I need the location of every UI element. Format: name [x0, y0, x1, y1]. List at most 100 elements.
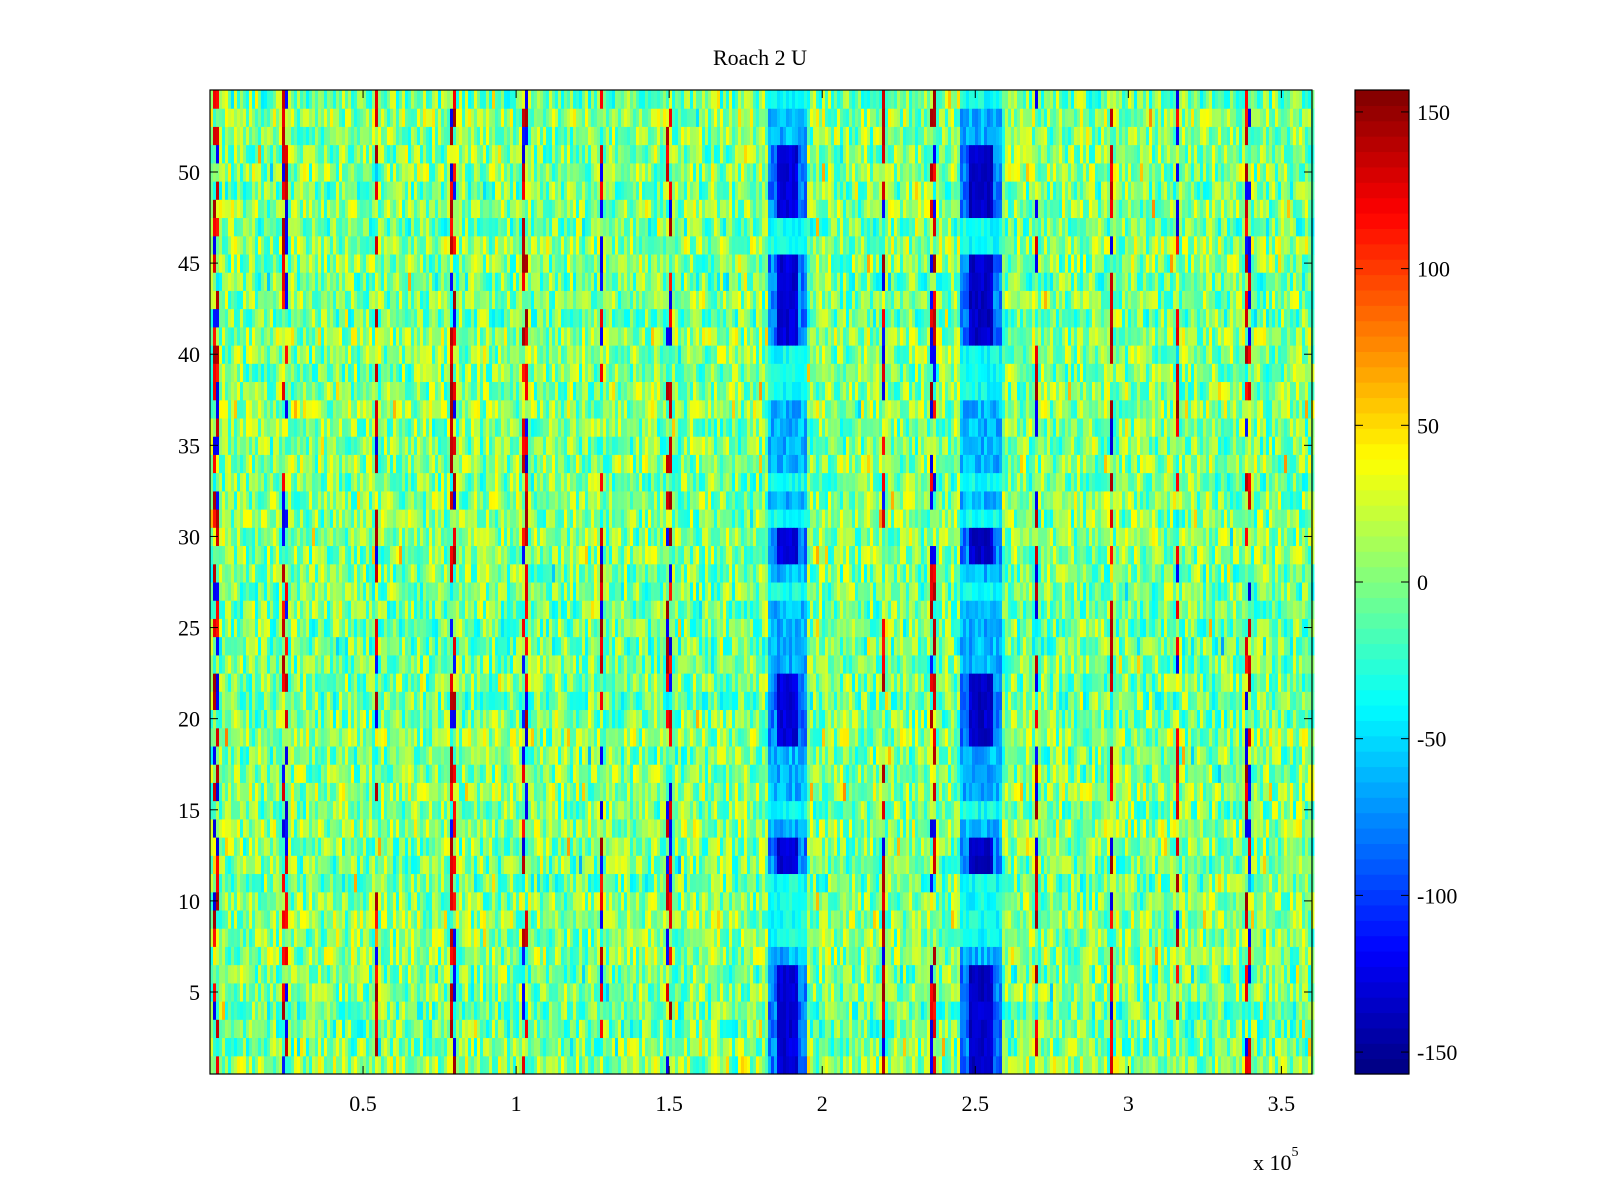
heatmap-cell	[696, 946, 700, 966]
heatmap-cell	[765, 946, 769, 966]
heatmap-cell	[684, 910, 688, 929]
heatmap-cell	[837, 891, 841, 911]
heatmap-cell	[1305, 837, 1309, 856]
heatmap-cell	[1254, 1019, 1258, 1039]
heatmap-cell	[375, 873, 379, 893]
heatmap-cell	[1245, 1055, 1249, 1075]
heatmap-cell	[1182, 1037, 1186, 1057]
heatmap-cell	[819, 855, 823, 875]
heatmap-cell	[360, 928, 364, 947]
heatmap-cell	[708, 910, 712, 929]
heatmap-cell	[810, 873, 814, 893]
heatmap-cell	[1296, 982, 1300, 1002]
heatmap-cell	[1257, 928, 1261, 947]
heatmap-cell	[504, 873, 508, 893]
heatmap-cell	[240, 982, 244, 1002]
heatmap-cell	[399, 1001, 403, 1020]
heatmap-cell	[633, 928, 637, 947]
heatmap-cell	[954, 964, 958, 984]
heatmap-cell	[435, 855, 439, 875]
heatmap-cell	[1050, 873, 1054, 893]
heatmap-cell	[963, 1037, 967, 1057]
heatmap-cell	[543, 982, 547, 1002]
heatmap-cell	[882, 1055, 886, 1075]
heatmap-cell	[990, 964, 994, 984]
heatmap-cell	[291, 1019, 295, 1039]
heatmap-cell	[969, 1001, 973, 1020]
heatmap-cell	[711, 928, 715, 947]
heatmap-cell	[1260, 910, 1264, 929]
heatmap-cell	[489, 1019, 493, 1039]
heatmap-cell	[1008, 1019, 1012, 1039]
heatmap-cell	[576, 837, 580, 856]
heatmap-cell	[384, 982, 388, 1002]
heatmap-cell	[762, 873, 766, 893]
heatmap-cell	[222, 982, 226, 1002]
heatmap-cell	[741, 928, 745, 947]
heatmap-cell	[585, 1055, 589, 1075]
heatmap-cell	[210, 818, 214, 838]
heatmap-cell	[1308, 964, 1312, 984]
heatmap-cell	[294, 855, 298, 875]
heatmap-cell	[960, 837, 964, 856]
heatmap-cell	[1041, 910, 1045, 929]
heatmap-cell	[420, 982, 424, 1002]
heatmap-cell	[774, 1055, 778, 1075]
heatmap-cell	[1056, 1019, 1060, 1039]
heatmap-cell	[402, 891, 406, 911]
heatmap-cell	[1149, 837, 1153, 856]
heatmap-cell	[726, 910, 730, 929]
heatmap-cell	[1011, 982, 1015, 1002]
heatmap-cell	[1182, 928, 1186, 947]
heatmap-cell	[936, 1019, 940, 1039]
heatmap-cell	[213, 873, 217, 893]
heatmap-cell	[690, 1055, 694, 1075]
heatmap-cell	[354, 818, 358, 838]
heatmap-cell	[1113, 928, 1117, 947]
heatmap-cell	[594, 1019, 598, 1039]
heatmap-cell	[540, 1055, 544, 1075]
heatmap-cell	[855, 891, 859, 911]
heatmap-cell	[1176, 946, 1180, 966]
heatmap-cell	[1122, 873, 1126, 893]
heatmap-cell	[921, 1001, 925, 1020]
heatmap-cell	[717, 1019, 721, 1039]
heatmap-cell	[759, 837, 763, 856]
heatmap-cell	[258, 910, 262, 929]
heatmap-cell	[627, 891, 631, 911]
heatmap-cell	[909, 855, 913, 875]
heatmap-cell	[999, 891, 1003, 911]
heatmap-cell	[300, 1001, 304, 1020]
heatmap-cell	[933, 910, 937, 929]
heatmap-cell	[1071, 855, 1075, 875]
heatmap-cell	[999, 837, 1003, 856]
heatmap-cell	[756, 910, 760, 929]
heatmap-cell	[723, 910, 727, 929]
heatmap-cell	[648, 910, 652, 929]
heatmap-cell	[540, 1019, 544, 1039]
heatmap-cell	[957, 1055, 961, 1075]
heatmap-cell	[300, 982, 304, 1002]
heatmap-cell	[642, 928, 646, 947]
heatmap-cell	[924, 873, 928, 893]
heatmap-cell	[558, 873, 562, 893]
heatmap-cell	[1209, 910, 1213, 929]
heatmap-cell	[426, 910, 430, 929]
heatmap-cell	[582, 982, 586, 1002]
heatmap-cell	[357, 837, 361, 856]
heatmap-cell	[534, 837, 538, 856]
heatmap-cell	[903, 964, 907, 984]
heatmap-cell	[411, 1019, 415, 1039]
heatmap-cell	[936, 1001, 940, 1020]
heatmap-cell	[294, 891, 298, 911]
heatmap-cell	[1032, 946, 1036, 966]
heatmap-cell	[663, 910, 667, 929]
heatmap-cell	[492, 1019, 496, 1039]
heatmap-cell	[342, 982, 346, 1002]
heatmap-cell	[996, 928, 1000, 947]
heatmap-cell	[888, 982, 892, 1002]
heatmap-cell	[1131, 928, 1135, 947]
heatmap-cell	[258, 873, 262, 893]
heatmap-cell	[1038, 1019, 1042, 1039]
heatmap-cell	[1242, 837, 1246, 856]
